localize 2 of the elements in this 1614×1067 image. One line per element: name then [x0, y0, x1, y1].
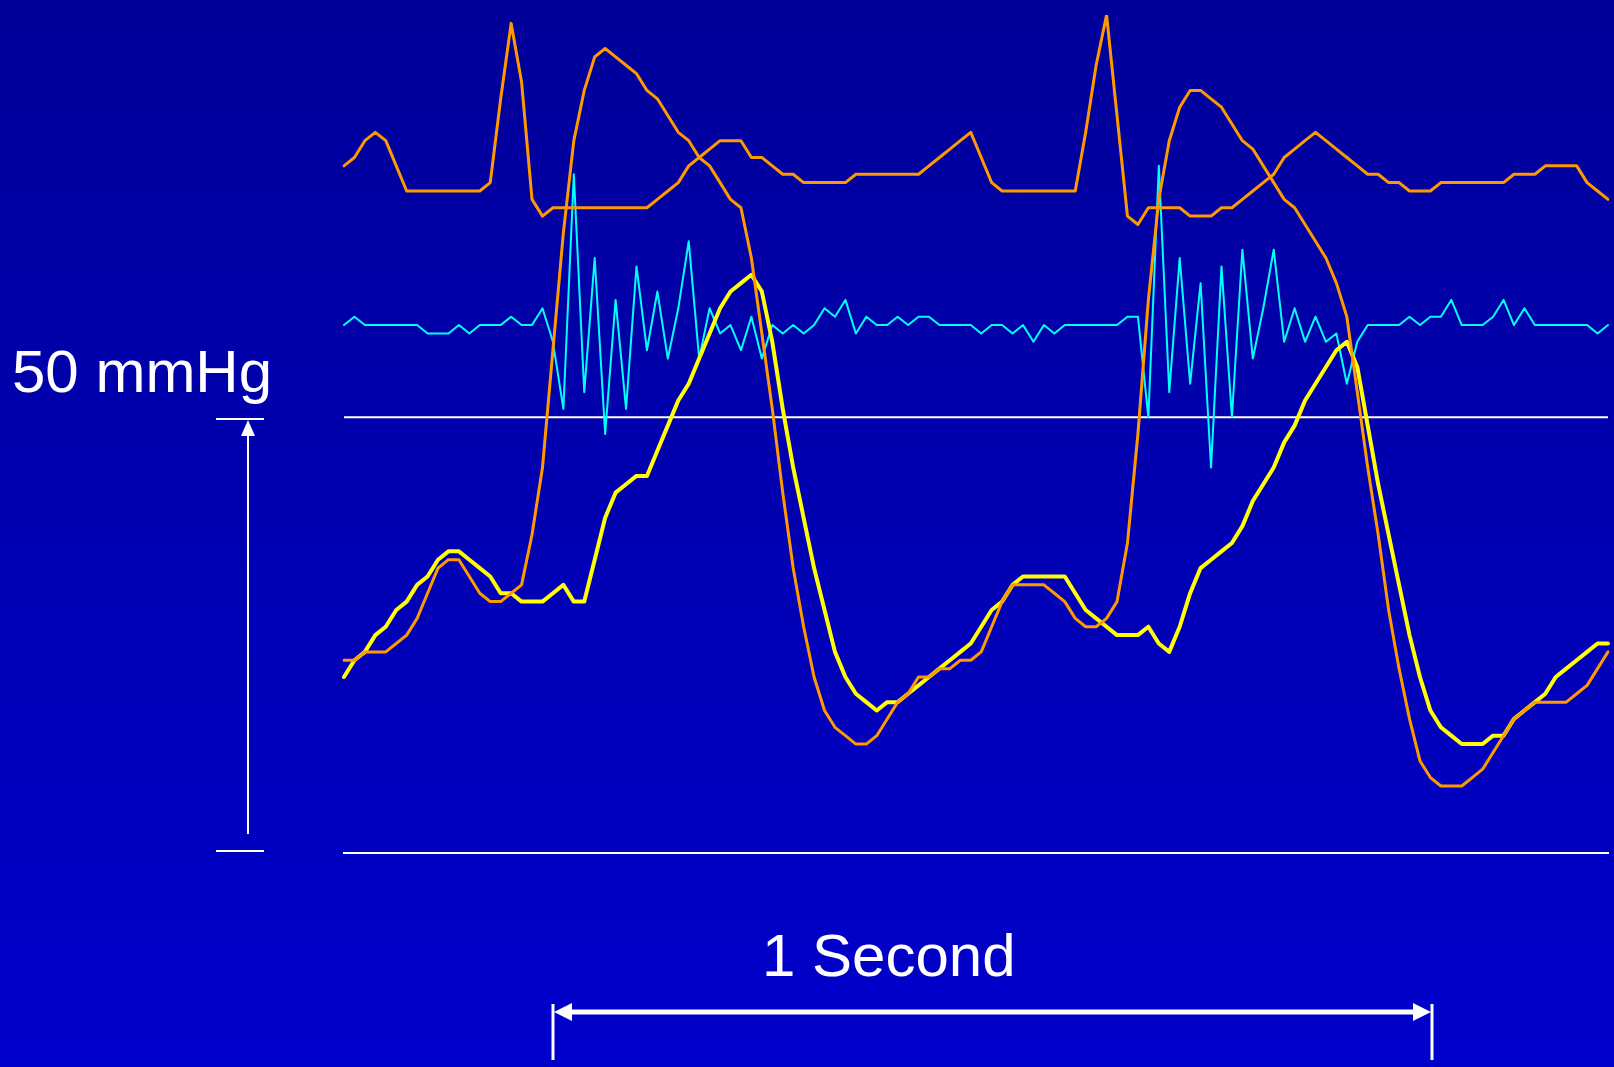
text: 1 Second — [762, 922, 1016, 989]
text: 50 mmHg — [12, 338, 273, 405]
